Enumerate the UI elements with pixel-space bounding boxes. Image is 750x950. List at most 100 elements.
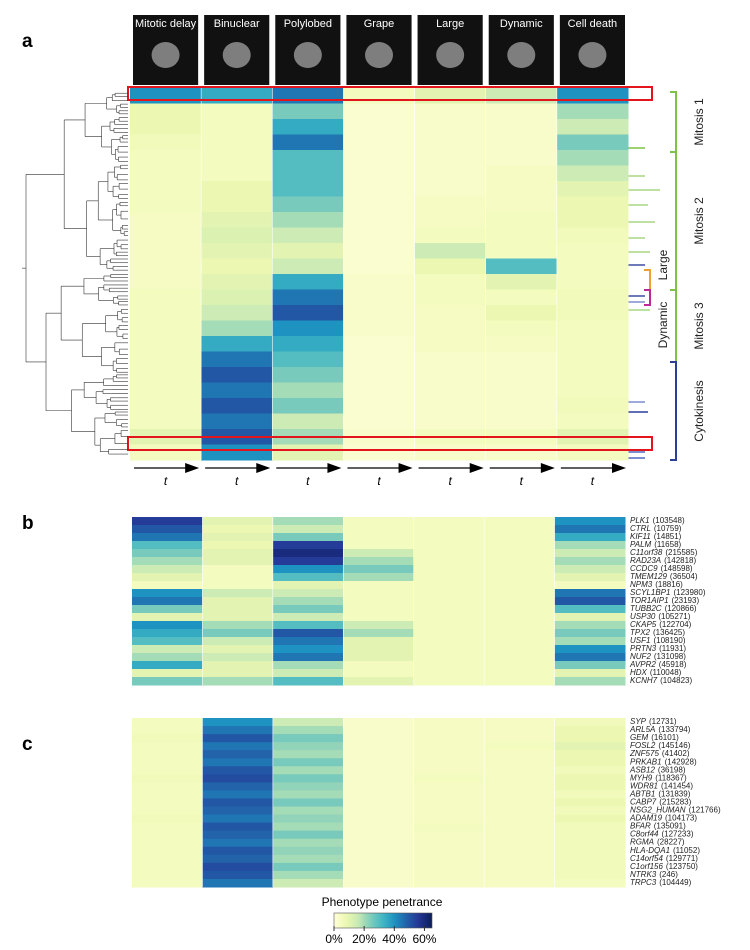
heatmap-cell bbox=[132, 581, 203, 590]
heatmap-cell bbox=[343, 661, 415, 670]
cluster-label: Mitosis 3 bbox=[692, 302, 706, 350]
heatmap-cell bbox=[485, 444, 558, 461]
heatmap-cell bbox=[484, 581, 556, 590]
heatmap-cell bbox=[343, 413, 416, 430]
heatmap-cell bbox=[272, 549, 344, 558]
heatmap-cell bbox=[413, 525, 485, 534]
heatmap-cell bbox=[414, 444, 487, 461]
heatmap-cell bbox=[272, 661, 344, 670]
heatmap-cell bbox=[343, 150, 416, 166]
heatmap-cell bbox=[554, 734, 626, 743]
heatmap-cell bbox=[343, 367, 416, 383]
heatmap-cell bbox=[272, 766, 344, 775]
heatmap-cell bbox=[132, 525, 203, 534]
heatmap-cell bbox=[414, 88, 487, 104]
gene-id: (135091) bbox=[654, 822, 686, 831]
heatmap-cell bbox=[414, 227, 487, 244]
heatmap-cell bbox=[413, 774, 485, 783]
heatmap-cell bbox=[272, 581, 344, 590]
gene-label: PRTN3 (11931) bbox=[630, 644, 686, 653]
heatmap-cell bbox=[343, 637, 415, 646]
heatmap-cell bbox=[485, 150, 558, 166]
heatmap-cell bbox=[132, 621, 203, 630]
panel-label: b bbox=[22, 513, 34, 534]
gene-label: NSG2_HUMAN (121766) bbox=[630, 806, 721, 815]
gene-label: RAD23A (142818) bbox=[630, 556, 696, 565]
heatmap-cell bbox=[413, 517, 485, 526]
heatmap-cell bbox=[272, 150, 344, 166]
heatmap-cell bbox=[556, 165, 629, 182]
heatmap-cell bbox=[484, 830, 556, 840]
heatmap-cell bbox=[484, 758, 556, 767]
heatmap-cell bbox=[554, 517, 626, 526]
heatmap-cell bbox=[485, 196, 558, 213]
decoration bbox=[628, 147, 660, 459]
heatmap-cell bbox=[343, 181, 416, 197]
heatmap-cell bbox=[130, 274, 202, 290]
heatmap-cell bbox=[343, 134, 416, 151]
heatmap-cell bbox=[343, 243, 416, 259]
heatmap-cell bbox=[413, 573, 485, 582]
gene-id: (104823) bbox=[660, 676, 692, 685]
gene-name: ADAM19 bbox=[629, 814, 663, 823]
heatmap-cell bbox=[343, 541, 415, 550]
gene-id: (215585) bbox=[665, 548, 697, 557]
gene-name: TMEM129 bbox=[630, 572, 667, 581]
heatmap-cell bbox=[485, 351, 558, 368]
heatmap-cell bbox=[343, 870, 415, 880]
heatmap-cell bbox=[556, 134, 629, 151]
heatmap-cell bbox=[413, 742, 485, 751]
gene-id: (12731) bbox=[649, 717, 677, 726]
arrow-head bbox=[185, 463, 200, 473]
heatmap-cell bbox=[554, 605, 626, 614]
heatmap-cell bbox=[343, 581, 415, 590]
heatmap-cell bbox=[202, 734, 274, 743]
time-label: t bbox=[235, 474, 239, 488]
heatmap-cell bbox=[201, 103, 273, 120]
heatmap-cell bbox=[130, 103, 202, 120]
heatmap-cell bbox=[132, 790, 203, 799]
heatmap-cell bbox=[130, 88, 202, 104]
heatmap-cell bbox=[484, 878, 556, 888]
heatmap-cell bbox=[413, 589, 485, 598]
colorbar bbox=[333, 912, 433, 929]
heatmap-cell bbox=[484, 677, 556, 686]
heatmap-cell bbox=[202, 541, 274, 550]
heatmap-cell bbox=[484, 669, 556, 678]
heatmap-cell bbox=[202, 517, 274, 526]
gene-label: HLA-DQA1 (11052) bbox=[630, 846, 700, 855]
gene-label: NUF2 (131098) bbox=[630, 652, 686, 661]
heatmap-cell bbox=[343, 669, 415, 678]
gene-label: SCYL1BP1 (123980) bbox=[630, 588, 706, 597]
heatmap-cell bbox=[485, 274, 558, 290]
heatmap-cell bbox=[272, 822, 344, 832]
cell-image bbox=[365, 42, 393, 68]
heatmap-cell bbox=[484, 798, 556, 808]
heatmap-cell bbox=[484, 718, 556, 727]
heatmap-cell bbox=[130, 258, 202, 275]
heatmap-cell bbox=[132, 830, 203, 840]
heatmap-cell bbox=[414, 103, 487, 120]
heatmap-cell bbox=[413, 806, 485, 816]
phenotype-label: Dynamic bbox=[500, 18, 543, 30]
heatmap-cell bbox=[484, 557, 556, 566]
heatmap-cell bbox=[485, 367, 558, 383]
heatmap-cell bbox=[484, 525, 556, 534]
gene-name: SYP bbox=[630, 717, 647, 726]
heatmap-cell bbox=[130, 119, 202, 135]
gene-label: PLK1 (103548) bbox=[630, 516, 685, 525]
heatmap-cell bbox=[343, 798, 415, 808]
gene-name: ZNF575 bbox=[629, 749, 659, 758]
heatmap-cell bbox=[343, 838, 415, 848]
gene-id: (133794) bbox=[658, 725, 690, 734]
gene-name: C8orf44 bbox=[630, 830, 659, 839]
gene-id: (148598) bbox=[661, 564, 693, 573]
gene-label: PRKAB1 (142928) bbox=[630, 757, 697, 766]
heatmap-cell bbox=[202, 766, 274, 775]
heatmap-cell bbox=[556, 150, 629, 166]
heatmap-cell bbox=[272, 557, 344, 566]
heatmap-cell bbox=[132, 870, 203, 880]
heatmap-cell bbox=[272, 258, 344, 275]
heatmap-cell bbox=[201, 382, 273, 399]
gene-id: (246) bbox=[659, 870, 678, 879]
